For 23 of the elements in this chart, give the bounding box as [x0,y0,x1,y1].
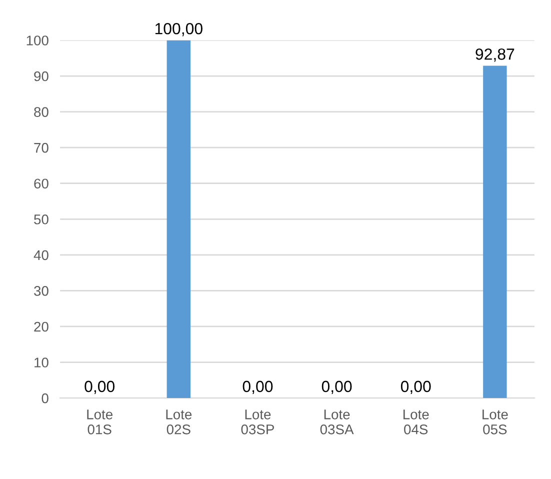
data-label: 0,00 [400,380,431,394]
y-tick-label: 80 [34,107,48,117]
data-label: 0,00 [84,380,115,394]
y-tick-label: 30 [34,286,48,296]
x-tick-label: Lote 03SP [241,410,274,434]
y-tick-label: 10 [34,358,48,368]
data-label: 92,87 [476,48,514,62]
data-label: 100,00 [155,22,202,36]
x-tick-label: Lote 04S [403,410,429,434]
y-tick-label: 40 [34,250,48,260]
x-tick-label: Lote 03SA [320,410,354,434]
y-tick-label: 50 [34,214,48,224]
data-label: 0,00 [322,380,352,394]
y-tick-label: 90 [34,71,48,82]
x-tick-label: Lote 05S [482,410,508,434]
y-tick-label: 100 [26,36,48,46]
x-tick-label: Lote 01S [87,410,112,434]
data-label: 0,00 [242,380,273,394]
y-tick-label: 20 [34,322,48,332]
y-tick-label: 70 [34,142,48,153]
x-tick-label: Lote 02S [166,410,192,434]
y-tick-label: 60 [34,178,48,189]
y-tick-label: 0 [42,393,48,404]
